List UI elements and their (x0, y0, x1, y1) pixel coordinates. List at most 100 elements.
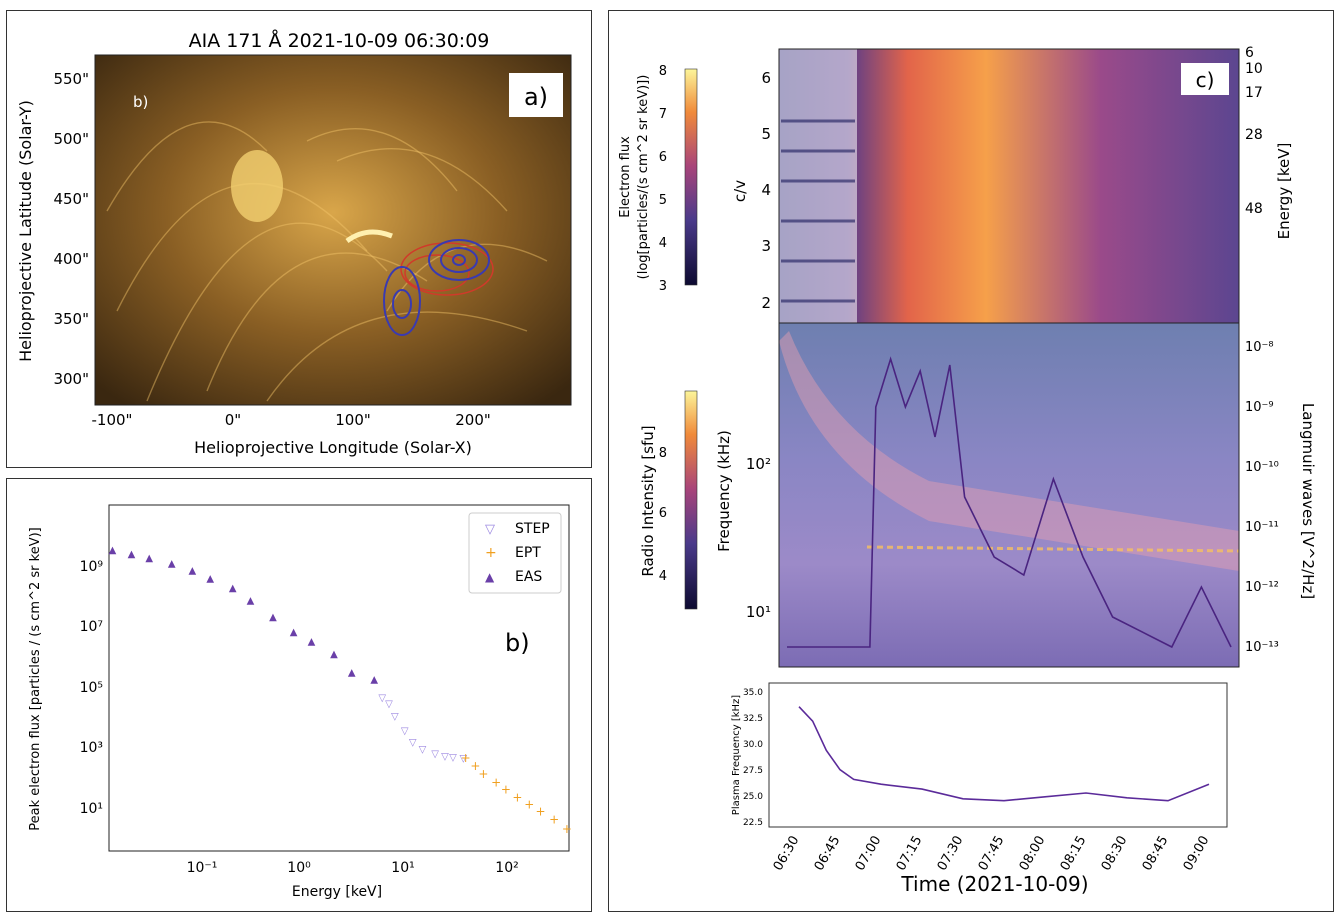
point-step: ▽ (441, 751, 449, 762)
point-eas: ▲ (330, 649, 338, 660)
panel-b: ▲ ▲ ▲ ▲ ▲ ▲ ▲ ▲ ▲ ▲ ▲ ▲ ▲ ▲ ▽ ▽ ▽ ▽ ▽ ▽ ▽ ▽ ▽ ▽ + + + + + + + + + + ▽ STE… (6, 478, 592, 912)
pf-ytick: 25.0 (743, 792, 763, 802)
top-ytick: 4 (761, 181, 771, 199)
point-eas: ▲ (229, 583, 237, 594)
point-step: ▽ (401, 726, 409, 737)
a-xtick: 0" (225, 411, 241, 429)
langmuir-axis-label: Langmuir waves [V^2/Hz] (1299, 403, 1317, 599)
top-ytick: 6 (761, 69, 771, 87)
point-ept: + (478, 767, 488, 781)
point-eas: ▲ (168, 558, 176, 569)
top-colorbar-label-2: (log[particles/(s cm^2 sr keV)]) (636, 75, 651, 280)
a-xtick: 200" (455, 411, 491, 429)
cbar-mid-tick: 6 (659, 506, 667, 521)
time-tick: 08:45 (1140, 834, 1172, 874)
cbar-top-tick: 4 (659, 236, 667, 251)
time-ticks: 06:30 06:45 07:00 07:15 07:30 07:45 08:00 08:15… (771, 834, 1213, 874)
pf-ytick: 27.5 (743, 766, 763, 776)
energy-tick: 48 (1245, 201, 1263, 217)
point-eas: ▲ (145, 553, 153, 564)
cbar-mid-tick: 8 (659, 446, 667, 461)
panel-b-letter: b) (505, 629, 530, 657)
panel-a-xlabel: Helioprojective Longitude (Solar-X) (194, 438, 472, 457)
b-ytick: 10⁷ (80, 619, 103, 635)
panel-c-letter-box (1181, 63, 1229, 95)
point-step: ▽ (385, 699, 393, 710)
pf-ytick: 35.0 (743, 688, 763, 698)
point-step: ▽ (391, 712, 399, 723)
panel-a-title: AIA 171 Å 2021-10-09 06:30:09 (189, 29, 490, 52)
noise-region (779, 49, 857, 323)
point-step: ▽ (378, 693, 386, 704)
a-ytick: 550" (53, 70, 89, 88)
mid-right-ticks: 10⁻⁸ 10⁻⁹ 10⁻¹⁰ 10⁻¹¹ 10⁻¹² 10⁻¹³ (1245, 340, 1279, 655)
b-ytick: 10¹ (80, 801, 103, 817)
panel-b-legend (468, 512, 562, 594)
panel-a-yticks: 550" 500" 450" 400" 350" 300" (53, 70, 89, 388)
energy-tick: 28 (1245, 127, 1263, 143)
langmuir-tick: 10⁻¹² (1245, 580, 1279, 595)
point-step: ▽ (460, 753, 468, 764)
point-ept: + (536, 805, 546, 819)
point-eas: ▲ (189, 565, 197, 576)
panel-b-points: ▲ ▲ ▲ ▲▲▲▲▲▲▲▲▲▲▲▽▽▽▽▽▽ ▽ ▽ ▽ ▽++++ ++ + +++ (109, 545, 572, 836)
panel-c-xlabel: Time (2021-10-09) (900, 872, 1088, 896)
point-step: ▽ (419, 745, 427, 756)
mid-colorbar-label: Radio Intensity [sfu] (639, 425, 657, 576)
langmuir-tick: 10⁻⁸ (1245, 340, 1274, 355)
b-xtick: 10⁻¹ (187, 860, 218, 876)
panel-b-ylabel: Peak electron flux [particles / (s cm^2 … (28, 527, 43, 830)
cbar-top-tick: 7 (659, 107, 667, 122)
point-eas: ▲ (206, 573, 214, 584)
time-tick: 06:30 (771, 834, 803, 874)
time-tick: 07:00 (853, 834, 885, 874)
b-ytick: 10⁹ (80, 559, 104, 575)
top-right-ticks: 6 10 17 28 48 (1245, 45, 1263, 217)
top-ytick: 3 (761, 237, 771, 255)
radio-spectrogram (779, 323, 1239, 667)
time-tick: 08:00 (1017, 834, 1049, 874)
panel-a-letter: a) (524, 83, 548, 111)
langmuir-wave-line (787, 356, 1232, 649)
point-ept: + (470, 759, 480, 773)
panel-b-svg: ▲ ▲ ▲ ▲▲▲▲▲▲▲▲▲▲▲▽▽▽▽▽▽ ▽ ▽ ▽ ▽++++ ++ + +++ ▽ STE… (28, 504, 572, 900)
top-colorbar-ticks: 8 7 6 5 4 3 (659, 64, 667, 294)
panel-b-xlabel: Energy [keV] (292, 884, 382, 900)
radio-colorbar (684, 390, 698, 610)
time-tick: 08:30 (1099, 834, 1131, 874)
legend-marker-step: ▽ (485, 522, 495, 537)
bottom-yticks: 35.0 32.5 30.0 27.5 25.0 22.5 (743, 688, 763, 828)
a-ytick: 500" (53, 130, 89, 148)
a-xtick: 100" (335, 411, 371, 429)
cbar-top-tick: 5 (659, 193, 667, 208)
point-ept: + (512, 791, 522, 805)
point-eas: ▲ (109, 545, 117, 556)
langmuir-tick: 10⁻¹³ (1245, 640, 1279, 655)
legend-label-eas: EAS (515, 569, 542, 585)
energy-tick: 6 (1245, 45, 1254, 61)
time-tick: 07:45 (976, 834, 1008, 874)
a-xtick: -100" (92, 411, 133, 429)
flare-ribbon (345, 229, 393, 244)
legend-label-step: STEP (515, 521, 550, 537)
b-xtick: 10⁰ (287, 860, 311, 876)
point-step: ▽ (449, 753, 457, 764)
langmuir-tick: 10⁻¹⁰ (1245, 460, 1279, 475)
panel-a-ylabel: Helioprojective Latitude (Solar-Y) (16, 100, 35, 362)
legend-marker-eas: ▲ (485, 570, 495, 584)
cbar-top-tick: 6 (659, 150, 667, 165)
noise-stripes (781, 119, 855, 303)
mid-ytick: 10² (746, 455, 771, 473)
contours (383, 239, 494, 336)
plasma-frequency-frame (768, 682, 1228, 828)
langmuir-tick: 10⁻⁹ (1245, 400, 1274, 415)
bright-loop-region (231, 150, 283, 222)
langmuir-tick: 10⁻¹¹ (1245, 520, 1279, 535)
point-ept: + (562, 822, 572, 836)
mid-frame (778, 322, 1240, 668)
point-eas: ▲ (308, 636, 316, 647)
legend-marker-ept: + (485, 545, 497, 561)
time-tick: 09:00 (1181, 834, 1213, 874)
energy-tick: 17 (1245, 85, 1263, 101)
energy-axis-label: Energy [keV] (1275, 143, 1293, 240)
